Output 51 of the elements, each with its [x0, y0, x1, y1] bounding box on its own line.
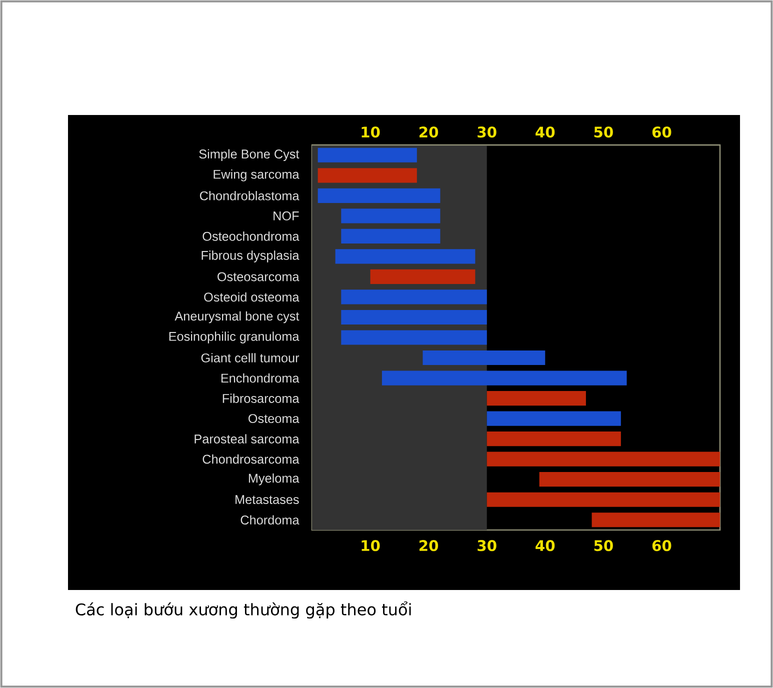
y-tick-label: Chondroblastoma	[200, 191, 300, 200]
bar	[486, 390, 586, 406]
y-tick-label: NOF	[274, 211, 299, 220]
x2-tick-label: 60	[652, 540, 672, 552]
y-tick-label: Parosteal sarcoma	[194, 434, 300, 444]
y-tick-label: Ewing sarcoma	[214, 169, 300, 182]
x-tick-label: 10	[362, 126, 380, 138]
bar	[486, 452, 720, 466]
y-tick-label: Aneurysmal bone cyst	[174, 311, 300, 324]
x-tick-label: 20	[420, 126, 438, 138]
y-tick-label: Chordoma	[240, 515, 300, 525]
x-tick-label: 30	[478, 126, 496, 138]
x2-tick-label: 10	[362, 540, 380, 552]
bar	[486, 411, 621, 426]
x2-tick-label: 20	[420, 540, 438, 552]
bar	[486, 432, 621, 446]
bar	[422, 350, 546, 366]
bar	[335, 249, 476, 264]
bar	[486, 492, 720, 507]
x2-tick-label: 30	[478, 540, 496, 552]
y-tick-label: Chondrosarcoma	[202, 454, 300, 464]
bar	[341, 310, 487, 325]
bar	[382, 370, 627, 386]
y-tick-label: Giant celll tumour	[201, 353, 300, 362]
y-tick-label: Eosinophilic granuloma	[169, 332, 300, 344]
y-tick-label: Osteochondroma	[202, 232, 300, 241]
bar	[341, 290, 487, 304]
x2-tick-label: 50	[594, 540, 613, 552]
y-tick-label: Metastases	[236, 495, 299, 504]
bar	[341, 330, 487, 345]
y-tick-label: Osteosarcoma	[218, 272, 300, 282]
bar	[539, 472, 720, 487]
text: Các loại bướu xương thường gặp theo tuổi	[76, 601, 411, 619]
bar	[318, 148, 417, 162]
bar	[370, 269, 476, 284]
bar	[341, 228, 440, 244]
y-tick-label: Simple Bone Cyst	[199, 149, 300, 162]
y-tick-label: Enchondroma	[221, 373, 300, 383]
bar	[341, 208, 440, 224]
bar	[318, 168, 417, 183]
y-tick-label: Fibrosarcoma	[222, 394, 300, 403]
y-tick-label: Myeloma	[248, 473, 300, 486]
bar	[318, 188, 440, 203]
bar	[592, 512, 720, 528]
x2-tick-label: 40	[536, 540, 555, 552]
y-tick-label: Osteoma	[248, 414, 300, 424]
y-tick-label: Osteoid osteoma	[204, 292, 300, 302]
x-tick-label: 40	[536, 126, 555, 138]
y-tick-label: Fibrous dysplasia	[202, 250, 300, 262]
x-tick-label: 50	[594, 126, 613, 138]
x-tick-label: 60	[652, 126, 672, 138]
